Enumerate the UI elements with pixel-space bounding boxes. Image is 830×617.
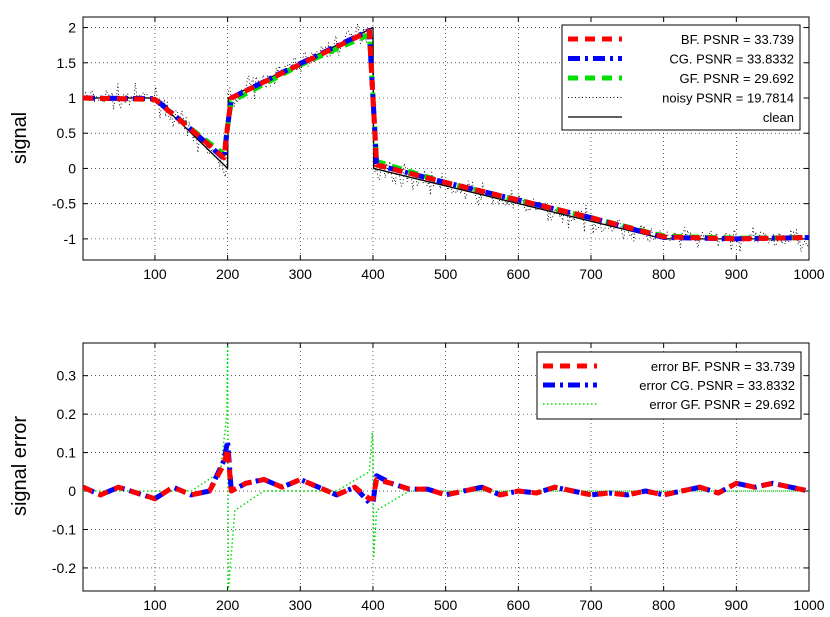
error-legend-label: error CG. PSNR = 33.8332 <box>639 378 795 393</box>
signal-ytick-label: -0.5 <box>52 196 76 212</box>
signal-xtick-label: 700 <box>579 266 603 282</box>
error-legend: error BF. PSNR = 33.739 error CG. PSNR = … <box>536 351 802 420</box>
error-panel: 100 200 300 400 500 600 700 800 900 1000 -0.2 -0.1 0… <box>9 342 825 613</box>
signal-ytick-label: -1 <box>64 231 77 247</box>
error-xtick-label: 500 <box>434 597 458 612</box>
signal-panel: 100 200 300 400 500 600 700 800 900 1000 -1 -0.5 0 0.… <box>9 16 825 282</box>
signal-ylabel: signal <box>9 112 31 164</box>
signal-ytick-label: 2 <box>68 20 76 36</box>
signal-xtick-label: 600 <box>507 266 531 282</box>
signal-ytick-label: 1.5 <box>57 55 77 71</box>
error-ytick-label: -0.2 <box>52 560 76 576</box>
error-xtick-label: 100 <box>143 597 167 612</box>
signal-ytick-label: 1 <box>68 90 76 106</box>
error-legend-box <box>536 351 802 420</box>
error-xtick-label: 700 <box>579 597 603 612</box>
signal-xtick-label: 100 <box>143 266 167 282</box>
signal-legend: BF. PSNR = 33.739 CG. PSNR = 33.8332 GF. P… <box>561 24 801 131</box>
error-xtick-label: 200 <box>216 597 240 612</box>
signal-xtick-label: 300 <box>289 266 313 282</box>
signal-xtick-label: 500 <box>434 266 458 282</box>
error-xtick-label: 800 <box>652 597 676 612</box>
signal-legend-label: clean <box>763 110 794 125</box>
error-ytick-label: 0 <box>68 483 76 499</box>
signal-legend-label: BF. PSNR = 33.739 <box>681 32 794 47</box>
signal-ytick-label: 0 <box>68 160 76 176</box>
error-xtick-label: 600 <box>507 597 531 612</box>
error-xtick-label: 400 <box>361 597 385 612</box>
signal-ytick-label: 0.5 <box>57 125 77 141</box>
error-xtick-label: 900 <box>725 597 749 612</box>
error-xtick-label: 300 <box>289 597 313 612</box>
signal-legend-label: GF. PSNR = 29.692 <box>679 71 794 86</box>
signal-xtick-label: 200 <box>216 266 240 282</box>
error-lines <box>83 344 809 591</box>
error-legend-label: error BF. PSNR = 33.739 <box>651 359 795 374</box>
signal-legend-label: CG. PSNR = 33.8332 <box>669 52 794 67</box>
signal-xtick-label: 900 <box>725 266 749 282</box>
error-ytick-label: 0.2 <box>57 406 77 422</box>
error-legend-label: error GF. PSNR = 29.692 <box>649 397 795 412</box>
signal-legend-label: noisy PSNR = 19.7814 <box>662 91 794 106</box>
signal-xtick-label: 400 <box>361 266 385 282</box>
signal-ticks: 100 200 300 400 500 600 700 800 900 1000 -1 -0.5 0 0.… <box>52 17 825 282</box>
error-ytick-label: -0.1 <box>52 521 76 537</box>
signal-xtick-label: 1000 <box>793 266 824 282</box>
signal-series-0 <box>83 28 809 242</box>
signal-legend-box <box>561 24 801 131</box>
error-ytick-label: 0.3 <box>57 368 77 384</box>
error-ylabel: signal error <box>9 416 31 516</box>
error-xtick-label: 1000 <box>793 597 824 612</box>
signal-lines <box>83 23 809 253</box>
error-series-1 <box>83 438 809 506</box>
signal-xtick-label: 800 <box>652 266 676 282</box>
error-ytick-label: 0.1 <box>57 445 77 461</box>
